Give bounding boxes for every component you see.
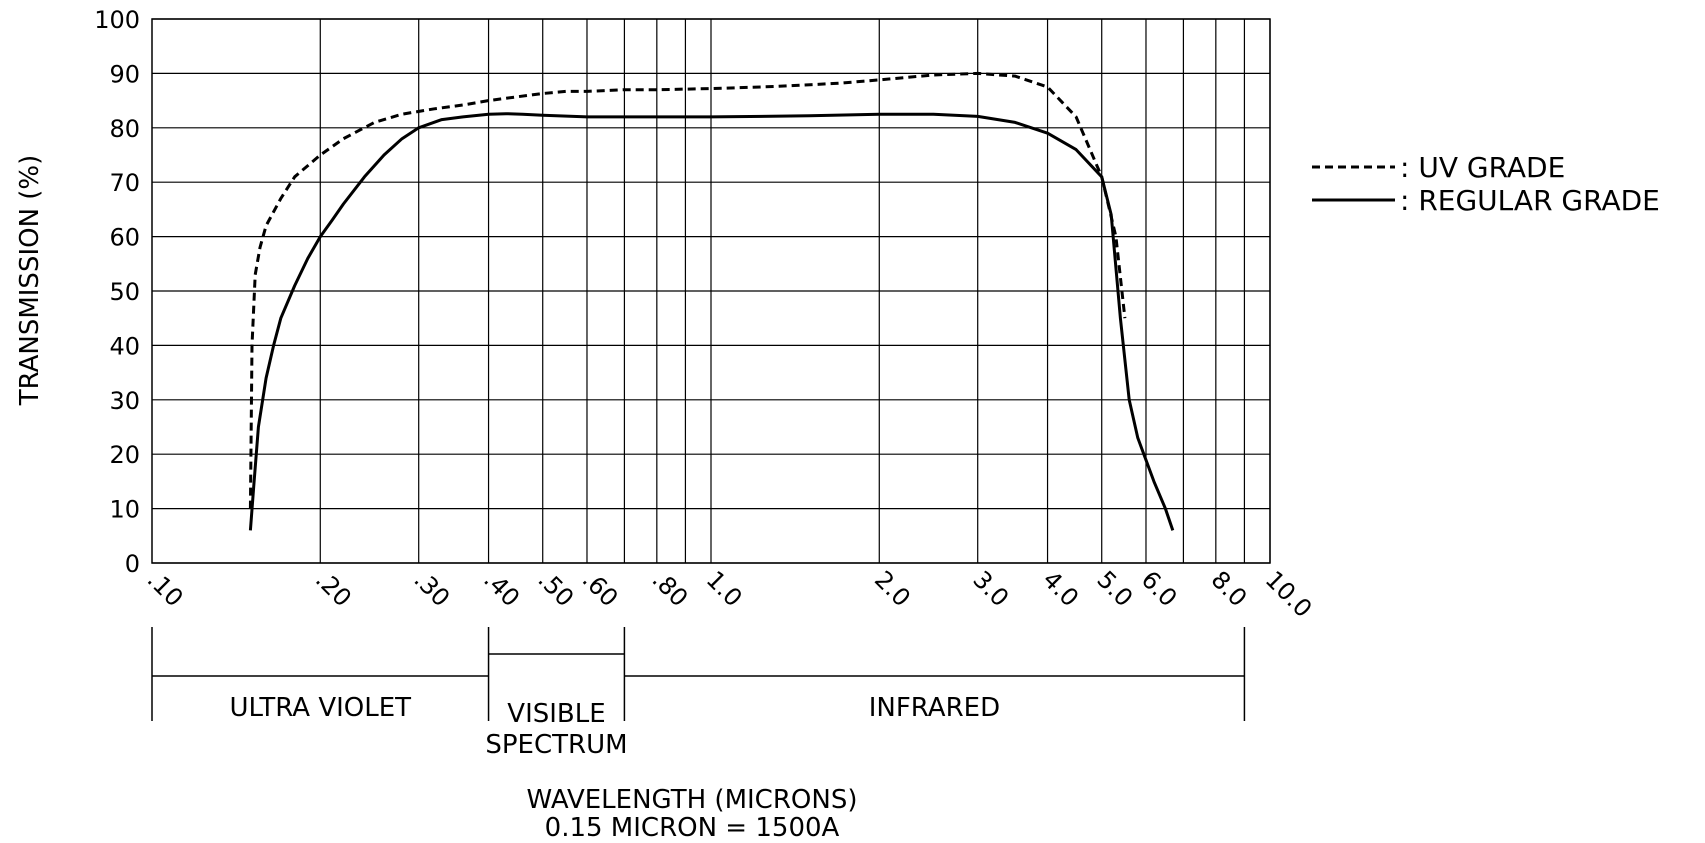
x-tick-label: .20	[310, 565, 357, 612]
x-tick-label: 1.0	[701, 565, 748, 612]
series-line-regular-grade	[248, 112, 1175, 531]
y-tick-label: 70	[109, 169, 140, 197]
series-lines	[248, 71, 1175, 531]
region-label: SPECTRUM	[485, 730, 627, 760]
x-tick-label: 5.0	[1091, 565, 1138, 612]
region-label: ULTRA VIOLET	[229, 693, 411, 723]
x-tick-label: 10.0	[1260, 565, 1318, 623]
y-tick-label: 90	[109, 60, 140, 88]
plot-frame	[151, 18, 1271, 564]
y-tick-label: 20	[109, 441, 140, 469]
y-axis-ticks: 0 10 20 30 40 50 60 70 80 90 100	[94, 6, 140, 578]
series-line-uv-grade	[248, 71, 1127, 509]
x-tick-label: 4.0	[1037, 565, 1084, 612]
y-tick-label: 40	[109, 332, 140, 360]
x-tick-label: .40	[478, 565, 525, 612]
y-tick-label: 30	[109, 387, 140, 415]
x-axis-note: 0.15 MICRON = 1500A	[545, 813, 840, 843]
region-label: INFRARED	[869, 693, 1000, 723]
grid	[152, 18, 1271, 564]
x-tick-label: .50	[532, 565, 579, 612]
x-tick-label: .60	[577, 565, 624, 612]
x-tick-label: 6.0	[1136, 565, 1183, 612]
x-tick-label: .10	[142, 565, 189, 612]
x-tick-label: 2.0	[869, 565, 916, 612]
y-tick-label: 0	[125, 550, 140, 578]
y-axis-label: TRANSMISSION (%)	[15, 155, 45, 407]
y-tick-label: 50	[109, 278, 140, 306]
y-tick-label: 10	[109, 496, 140, 524]
y-tick-label: 60	[109, 224, 140, 252]
x-tick-label: .80	[647, 565, 694, 612]
x-tick-label: .30	[408, 565, 455, 612]
region-label: VISIBLE	[507, 699, 605, 729]
x-tick-label: 8.0	[1206, 565, 1253, 612]
x-axis-ticks: .10 .20 .30 .40.50.60 .80 1.0 2.0 3.0 4.0 5.06.0 8…	[142, 565, 1318, 623]
legend-label: : REGULAR GRADE	[1400, 184, 1660, 217]
x-tick-label: 3.0	[967, 565, 1014, 612]
y-tick-label: 100	[94, 6, 140, 34]
legend: : UV GRADE: REGULAR GRADE	[1312, 151, 1660, 217]
x-axis-label: WAVELENGTH (MICRONS)	[527, 785, 858, 815]
y-tick-label: 80	[109, 115, 140, 143]
legend-label: : UV GRADE	[1400, 151, 1565, 184]
